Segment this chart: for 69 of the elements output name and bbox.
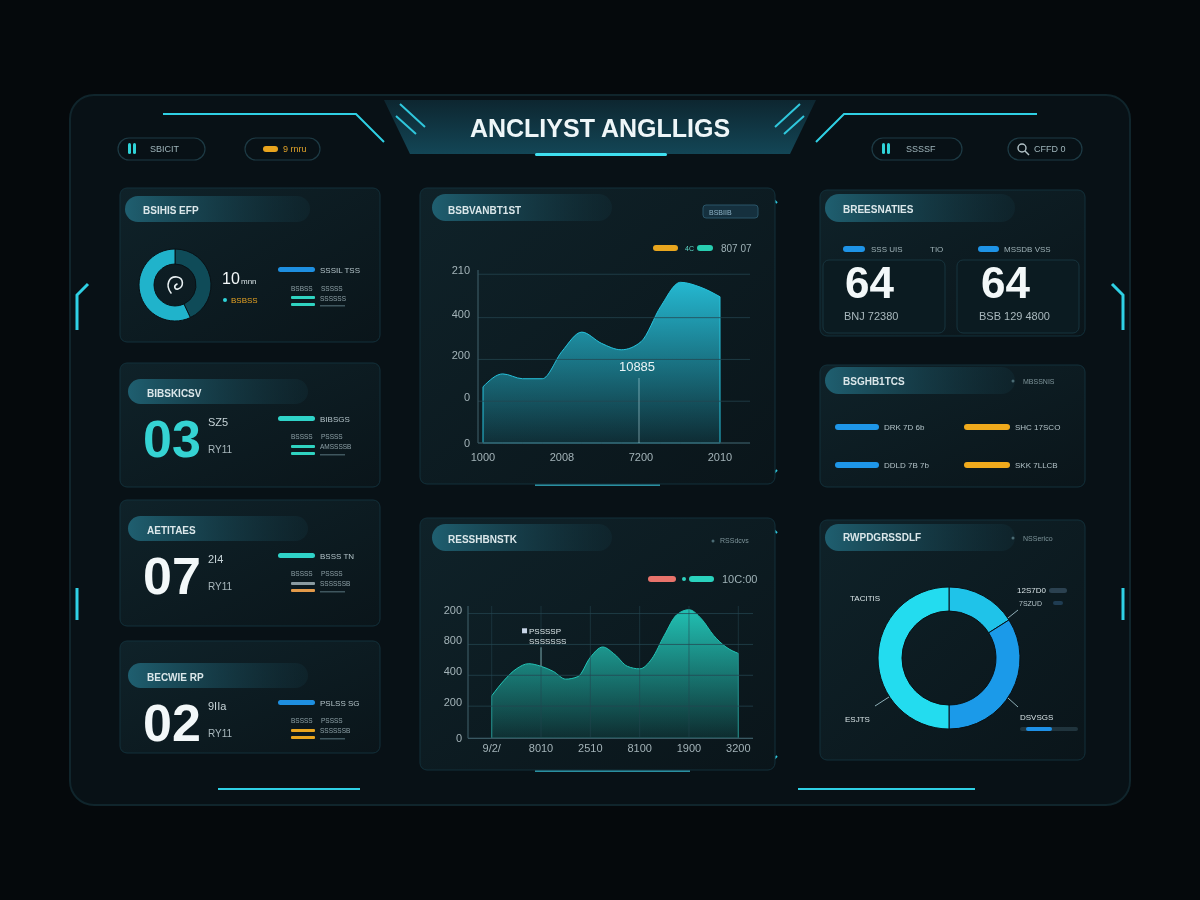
text: RY11 xyxy=(208,581,233,592)
text: BREESNATIES xyxy=(843,204,914,215)
slice-label: ESJTS xyxy=(845,715,870,724)
text: 03 xyxy=(143,410,201,468)
text: RY11 xyxy=(208,728,233,739)
text: 200 xyxy=(451,349,470,362)
text: SSSIL TSS xyxy=(320,266,361,275)
text: SSSSF xyxy=(906,144,937,154)
text: mnn xyxy=(241,277,257,286)
annotation: 10885 xyxy=(618,359,656,374)
text: SHC 17SCO xyxy=(1015,423,1061,432)
text: 200 xyxy=(443,603,462,616)
text: DRK 7D 6b xyxy=(884,423,926,432)
slice-label: 12S7D0 xyxy=(1017,586,1047,595)
text: 807 07 xyxy=(721,243,753,254)
text: BSSS TN xyxy=(320,552,355,561)
text: 10 xyxy=(222,270,240,287)
text: SSS UIS xyxy=(871,245,903,254)
text: 0 xyxy=(463,391,470,404)
text: SBICIT xyxy=(150,144,180,154)
text: 400 xyxy=(451,307,470,320)
text: 210 xyxy=(451,264,470,277)
text: MSSDB VSS xyxy=(1004,245,1051,254)
text: SKK 7LLCB xyxy=(1015,461,1058,470)
text: SZ5 xyxy=(208,416,229,428)
text: BNJ 72380 xyxy=(844,310,899,322)
text: 2I4 xyxy=(208,553,224,565)
text: BIBSKICSV xyxy=(147,388,202,399)
ref-line-label: 0 xyxy=(455,732,462,745)
x-tick-label: 2010 xyxy=(707,451,733,463)
chart-title: BSIHIS EFP xyxy=(143,205,199,216)
text: RY11 xyxy=(208,444,233,455)
text: BIBSGS xyxy=(320,415,350,424)
text: BSGHB1TCS xyxy=(843,376,905,387)
text: PSLSS SG xyxy=(320,699,360,708)
text: 200 xyxy=(443,696,462,709)
text: BECWIE RP xyxy=(147,672,204,683)
text: 400 xyxy=(443,665,462,678)
text: TIO xyxy=(930,245,944,254)
annotation: PSSSSP SSSSSSS xyxy=(529,627,567,647)
x-tick-label: 2008 xyxy=(549,451,575,463)
chart-title: RESSHBNSTK xyxy=(448,534,518,545)
text: DDLD 7B 7b xyxy=(884,461,930,470)
text: BSB 129 4800 xyxy=(979,310,1050,322)
text: TACITIS xyxy=(850,594,881,603)
text: 64 xyxy=(845,258,895,307)
x-tick-label: 7200 xyxy=(628,451,654,463)
slice-label: DSVSGS xyxy=(1020,713,1054,722)
chart-title: BSBVANBT1ST xyxy=(448,205,522,216)
x-tick-label: 8100 xyxy=(627,742,652,755)
text: 64 xyxy=(981,258,1031,307)
chart-title: RWPDGRSSDLF xyxy=(843,532,922,543)
x-tick-label: 8010 xyxy=(528,742,554,755)
text: 07 xyxy=(143,547,201,605)
text: BSBSS xyxy=(231,296,258,305)
text: ANCLIYST ANGLLIGS xyxy=(469,114,731,142)
text: 02 xyxy=(143,694,201,752)
text: 9IIa xyxy=(208,700,228,712)
text: 800 xyxy=(443,634,462,647)
x-tick-label: 9/2/ xyxy=(482,742,502,755)
x-tick-label: 3200 xyxy=(726,742,751,755)
x-tick-label: 1900 xyxy=(676,742,702,755)
text: 10C:00 xyxy=(722,573,758,585)
x-tick-label: 1000 xyxy=(470,451,496,463)
ref-line-label: 0 xyxy=(463,436,470,449)
x-tick-label: 2510 xyxy=(578,742,603,755)
text: AETITAES xyxy=(147,525,197,536)
text: CFFD 0 xyxy=(1034,144,1066,154)
text: 9 rnru xyxy=(283,144,307,154)
